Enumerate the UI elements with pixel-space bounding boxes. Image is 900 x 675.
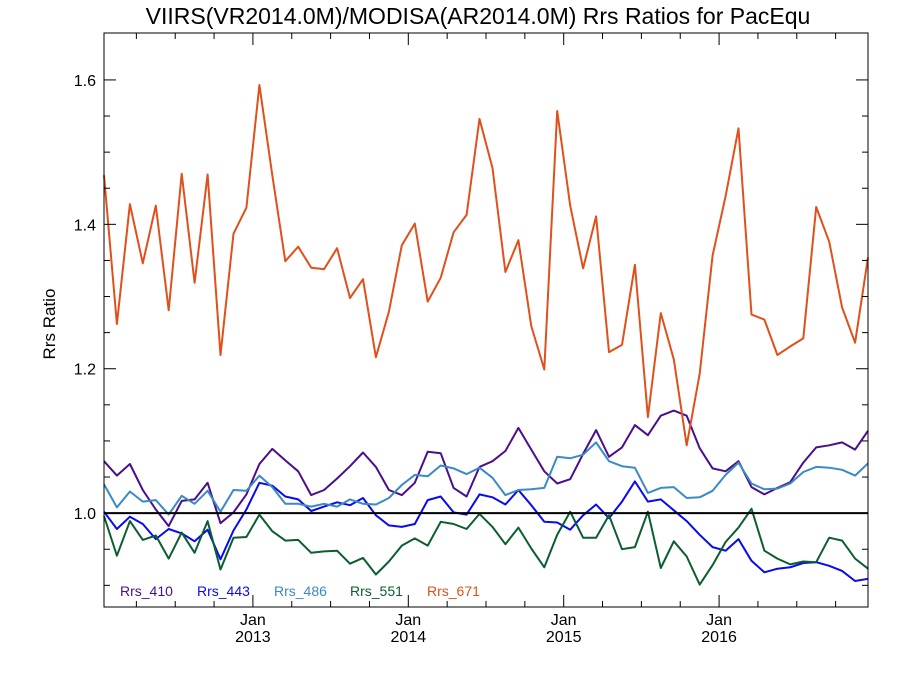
x-tick-label-month: Jan	[395, 612, 421, 629]
x-tick-label-year: 2015	[546, 629, 582, 646]
plot-area: 1.01.21.41.6Jan2013Jan2014Jan2015Jan2016…	[74, 32, 869, 646]
legend-item-rrs-551: Rrs_551	[350, 583, 403, 599]
y-tick-label: 1.0	[74, 506, 96, 523]
x-tick-label-year: 2014	[391, 629, 427, 646]
x-tick-label-month: Jan	[240, 612, 266, 629]
legend-item-rrs-486: Rrs_486	[274, 583, 327, 599]
series-line-rrs-443	[103, 480, 869, 582]
y-tick-label: 1.2	[74, 362, 96, 379]
x-tick-label-month: Jan	[551, 612, 577, 629]
series-line-rrs-671	[103, 84, 869, 447]
y-tick-label: 1.4	[74, 217, 96, 234]
y-tick-label: 1.6	[74, 73, 96, 90]
legend: Rrs_410 Rrs_443 Rrs_486 Rrs_551 Rrs_671	[120, 583, 480, 599]
x-tick-label-year: 2013	[235, 629, 271, 646]
x-tick-label-year: 2016	[701, 629, 737, 646]
y-axis-label: Rrs Ratio	[40, 289, 59, 360]
legend-item-rrs-671: Rrs_671	[427, 583, 480, 599]
series-line-rrs-486	[103, 441, 869, 516]
legend-item-rrs-443: Rrs_443	[197, 583, 250, 599]
x-tick-label-month: Jan	[706, 612, 732, 629]
series-line-rrs-551	[103, 507, 869, 586]
chart-title: VIIRS(VR2014.0M)/MODISA(AR2014.0M) Rrs R…	[146, 3, 811, 29]
legend-item-rrs-410: Rrs_410	[120, 583, 173, 599]
series-layer	[103, 84, 869, 586]
